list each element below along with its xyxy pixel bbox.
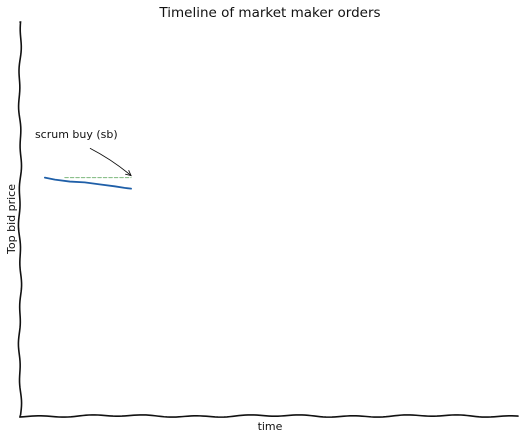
chart-title: Timeline of market maker orders [158, 5, 380, 21]
annotation-arrowhead [125, 169, 132, 177]
y-axis-label: Top bid price [5, 184, 18, 255]
annotation-arrow [89, 147, 132, 176]
x-axis [19, 414, 519, 418]
x-axis-label: time [258, 420, 283, 433]
y-axis [17, 21, 23, 416]
annotation-text: scrum buy (sb) [35, 128, 118, 141]
series-layer [44, 176, 132, 190]
annotation-layer: scrum buy (sb) [35, 128, 132, 177]
top-bid-price-line [44, 176, 132, 190]
